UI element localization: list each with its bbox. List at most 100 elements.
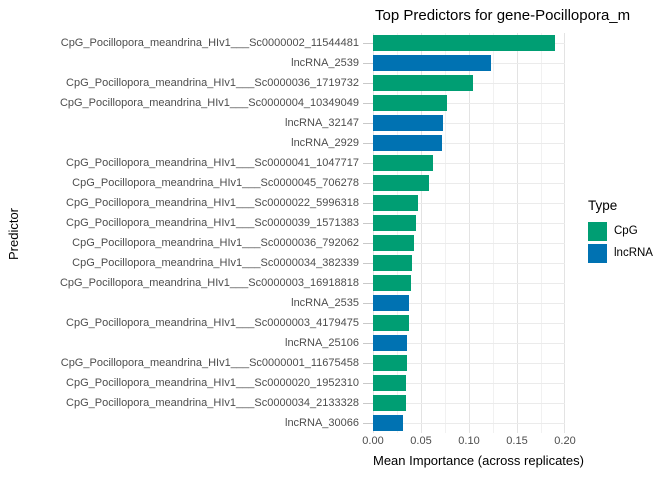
bar-lncrna [373,135,442,151]
legend-item-lncrna: lncRNA [588,244,672,263]
y-tick-label: CpG_Pocillopora_meandrina_HIv1___Sc00000… [60,357,359,369]
y-tick-mark [363,122,373,124]
bar-cpg [373,175,429,191]
y-tick-label: CpG_Pocillopora_meandrina_HIv1___Sc00000… [59,97,359,109]
gridline-vertical-major [373,33,374,433]
y-tick-mark [363,362,373,364]
bar-cpg [373,275,411,291]
bar-cpg [373,255,412,271]
gridline-horizontal [373,162,565,164]
y-tick-mark [363,162,373,164]
gridline-horizontal [373,142,565,144]
y-tick-label: lncRNA_32147 [285,117,359,129]
y-tick-mark [363,62,373,64]
bar-lncrna [373,115,443,131]
y-tick-mark [363,182,373,184]
y-tick-label: lncRNA_2539 [291,57,359,69]
y-tick-label: CpG_Pocillopora_meandrina_HIv1___Sc00000… [66,317,359,329]
bar-cpg [373,315,409,331]
legend-label-cpg: CpG [614,225,638,237]
gridline-horizontal [373,262,565,264]
y-tick-label: CpG_Pocillopora_meandrina_HIv1___Sc00000… [66,197,359,209]
gridline-vertical-major [469,33,470,433]
bar-cpg [373,95,447,111]
bar-cpg [373,35,555,51]
y-tick-mark [363,202,373,204]
y-tick-label: lncRNA_25106 [285,337,359,349]
gridline-horizontal [373,102,565,104]
gridline-vertical-major [421,33,422,433]
bar-lncrna [373,55,491,71]
y-tick-label: CpG_Pocillopora_meandrina_HIv1___Sc00000… [60,37,359,49]
bar-cpg [373,355,407,371]
y-tick-mark [363,242,373,244]
legend-title: Type [588,198,618,213]
y-tick-mark [363,222,373,224]
bar-cpg [373,375,406,391]
gridline-horizontal [373,222,565,224]
y-tick-label: CpG_Pocillopora_meandrina_HIv1___Sc00000… [66,377,359,389]
bar-lncrna [373,295,409,311]
bar-cpg [373,75,473,91]
gridline-horizontal [373,182,565,184]
bar-cpg [373,195,418,211]
y-tick-mark [363,382,373,384]
gridline-vertical-minor [445,33,446,433]
gridline-horizontal [373,282,565,284]
y-tick-label: CpG_Pocillopora_meandrina_HIv1___Sc00000… [66,77,359,89]
gridline-vertical-major [564,33,565,433]
gridline-vertical-major [517,33,518,433]
gridline-horizontal [373,402,565,404]
gridline-horizontal [373,342,565,344]
y-tick-mark [363,42,373,44]
y-tick-label: CpG_Pocillopora_meandrina_HIv1___Sc00000… [72,237,359,249]
gridline-horizontal [373,122,565,124]
y-tick-mark [363,262,373,264]
y-tick-label: lncRNA_2929 [291,137,359,149]
y-tick-label: CpG_Pocillopora_meandrina_HIv1___Sc00000… [59,277,359,289]
gridline-horizontal [373,242,565,244]
y-tick-mark [363,142,373,144]
legend-label-lncrna: lncRNA [614,247,653,259]
y-tick-label: CpG_Pocillopora_meandrina_HIv1___Sc00000… [66,217,359,229]
bar-cpg [373,215,416,231]
gridline-horizontal [373,422,565,424]
x-tick-label: 0.15 [506,435,528,447]
x-axis-title: Mean Importance (across replicates) [373,453,584,468]
chart-title: Top Predictors for gene-Pocillopora_m [375,7,631,24]
y-tick-label: CpG_Pocillopora_meandrina_HIv1___Sc00000… [66,397,359,409]
legend-item-cpg: CpG [588,222,672,241]
gridline-vertical-minor [541,33,542,433]
gridline-horizontal [373,382,565,384]
y-axis-tick-labels: CpG_Pocillopora_meandrina_HIv1___Sc00000… [0,33,359,433]
x-tick-label: 0.10 [458,435,480,447]
y-tick-label: lncRNA_30066 [285,417,359,429]
x-tick-label: 0.05 [410,435,432,447]
y-tick-mark [363,82,373,84]
bar-cpg [373,235,414,251]
y-tick-label: CpG_Pocillopora_meandrina_HIv1___Sc00000… [66,157,359,169]
gridline-horizontal [373,302,565,304]
legend: Type CpG lncRNA [588,198,672,266]
legend-swatch-lncrna [588,244,607,263]
y-axis-ticks [0,33,373,433]
y-tick-label: CpG_Pocillopora_meandrina_HIv1___Sc00000… [72,257,359,269]
y-tick-mark [363,422,373,424]
gridline-horizontal [373,362,565,364]
gridline-vertical-minor [397,33,398,433]
x-axis-tick-labels: 0.00 0.05 0.10 0.15 0.20 [0,435,672,449]
bar-cpg [373,155,433,171]
y-tick-mark [363,342,373,344]
bar-lncrna [373,415,403,431]
plot-panel [373,33,565,433]
y-tick-mark [363,282,373,284]
y-tick-label: CpG_Pocillopora_meandrina_HIv1___Sc00000… [72,177,359,189]
y-tick-label: lncRNA_2535 [291,297,359,309]
y-tick-mark [363,102,373,104]
y-tick-mark [363,322,373,324]
bar-cpg [373,395,406,411]
x-tick-label: 0.00 [362,435,384,447]
x-tick-label: 0.20 [554,435,576,447]
legend-swatch-cpg [588,222,607,241]
